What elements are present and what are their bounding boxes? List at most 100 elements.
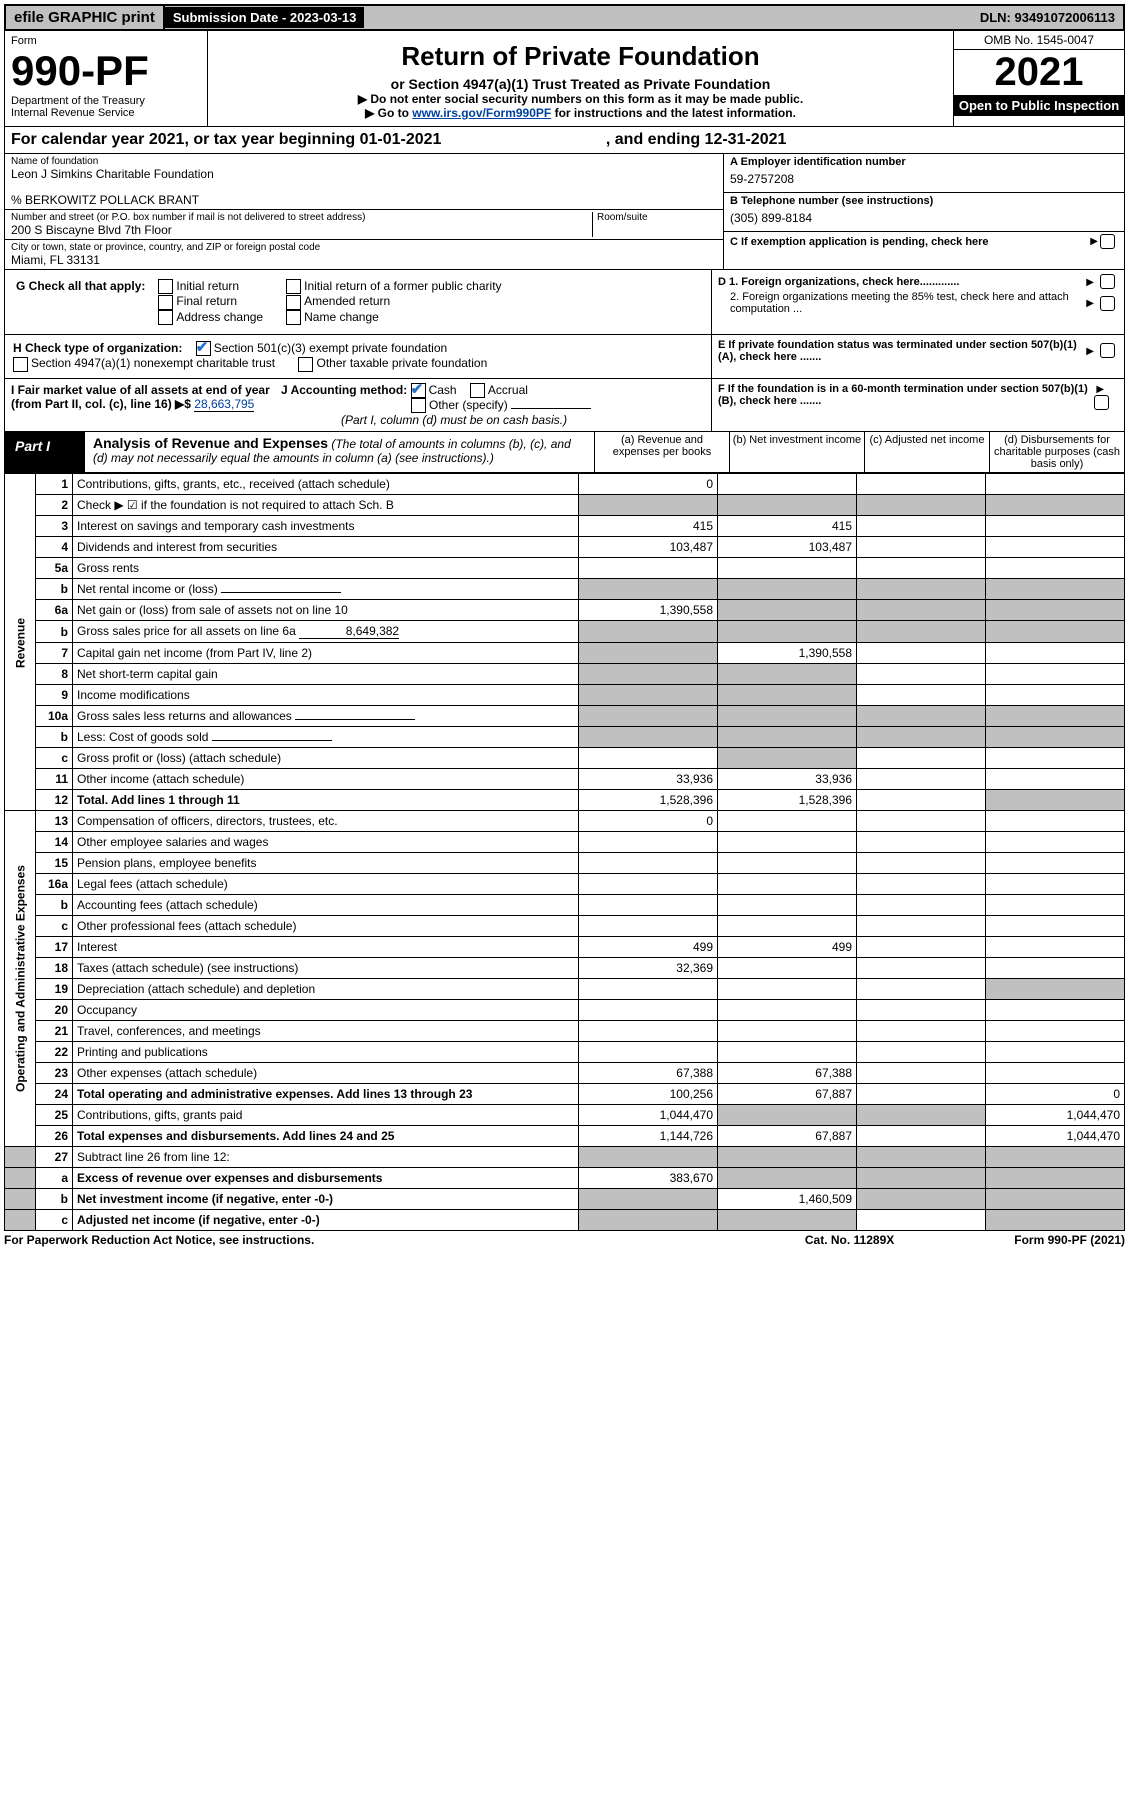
cb-501c3[interactable] (196, 341, 211, 356)
form990pf-link[interactable]: www.irs.gov/Form990PF (412, 106, 551, 120)
cell-b (718, 979, 857, 1000)
fmv-link[interactable]: 28,663,795 (194, 397, 254, 412)
cell-c (857, 853, 986, 874)
e-checkbox[interactable] (1100, 343, 1115, 358)
care-of: % BERKOWITZ POLLACK BRANT (11, 193, 717, 207)
line-number: 8 (36, 664, 73, 685)
cell-d: 0 (986, 1084, 1125, 1105)
cb-final-return[interactable] (158, 295, 173, 310)
col-b-header: (b) Net investment income (729, 432, 864, 472)
line-number: 7 (36, 643, 73, 664)
cell-d (986, 1063, 1125, 1084)
part1-header: Part I Analysis of Revenue and Expenses … (4, 432, 1125, 473)
cell-b (718, 664, 857, 685)
cell-d (986, 979, 1125, 1000)
cell-b (718, 621, 857, 643)
d1-checkbox[interactable] (1100, 274, 1115, 289)
cell-b (718, 811, 857, 832)
cell-a (579, 579, 718, 600)
line-description: Contributions, gifts, grants, etc., rece… (73, 474, 579, 495)
cell-d (986, 811, 1125, 832)
d2-checkbox[interactable] (1100, 296, 1115, 311)
line-description: Pension plans, employee benefits (73, 853, 579, 874)
cell-a (579, 558, 718, 579)
cell-a (579, 874, 718, 895)
cell-c (857, 832, 986, 853)
line-description: Other professional fees (attach schedule… (73, 916, 579, 937)
cb-initial-former[interactable] (286, 279, 301, 294)
cell-a (579, 895, 718, 916)
cell-c (857, 790, 986, 811)
note-link: ▶ Go to www.irs.gov/Form990PF for instru… (228, 106, 933, 120)
checks-h-e: H Check type of organization: Section 50… (4, 335, 1125, 379)
cell-b (718, 558, 857, 579)
header-right: OMB No. 1545-0047 2021 Open to Public In… (953, 31, 1124, 126)
cell-c (857, 600, 986, 621)
line-number: 2 (36, 495, 73, 516)
efile-tag[interactable]: efile GRAPHIC print (6, 6, 165, 29)
table-row: 23Other expenses (attach schedule)67,388… (5, 1063, 1125, 1084)
part1-desc: Analysis of Revenue and Expenses (The to… (85, 432, 594, 472)
cell-a (579, 832, 718, 853)
cell-c (857, 685, 986, 706)
cell-b (718, 916, 857, 937)
tax-year: 2021 (954, 50, 1124, 95)
table-row: 10aGross sales less returns and allowanc… (5, 706, 1125, 727)
line-description: Gross rents (73, 558, 579, 579)
cell-b (718, 748, 857, 769)
table-row: 16aLegal fees (attach schedule) (5, 874, 1125, 895)
table-row: 5aGross rents (5, 558, 1125, 579)
line-number: 6a (36, 600, 73, 621)
table-row: 17Interest499499 (5, 937, 1125, 958)
table-row: Revenue1Contributions, gifts, grants, et… (5, 474, 1125, 495)
cell-c (857, 495, 986, 516)
line-description: Gross sales less returns and allowances (73, 706, 579, 727)
cell-b: 103,487 (718, 537, 857, 558)
line-description: Total. Add lines 1 through 11 (73, 790, 579, 811)
cb-4947a1[interactable] (13, 357, 28, 372)
c-checkbox[interactable] (1100, 234, 1115, 249)
cell-d (986, 916, 1125, 937)
note-ssn: ▶ Do not enter social security numbers o… (228, 92, 933, 106)
cell-c (857, 621, 986, 643)
table-row: 25Contributions, gifts, grants paid1,044… (5, 1105, 1125, 1126)
table-row: 14Other employee salaries and wages (5, 832, 1125, 853)
cell-b: 33,936 (718, 769, 857, 790)
cell-c (857, 874, 986, 895)
cb-initial-return[interactable] (158, 279, 173, 294)
cell-a: 1,528,396 (579, 790, 718, 811)
cb-other-taxable[interactable] (298, 357, 313, 372)
table-row: 27Subtract line 26 from line 12: (5, 1147, 1125, 1168)
f-checkbox[interactable] (1094, 395, 1109, 410)
cb-name-change[interactable] (286, 310, 301, 325)
line-number: 25 (36, 1105, 73, 1126)
line-number: b (36, 579, 73, 600)
cell-a: 415 (579, 516, 718, 537)
line-number: 18 (36, 958, 73, 979)
cb-amended-return[interactable] (286, 295, 301, 310)
cell-c (857, 727, 986, 748)
ein: 59-2757208 (730, 168, 1118, 190)
cb-accrual[interactable] (470, 383, 485, 398)
cell-a: 1,144,726 (579, 1126, 718, 1147)
cell-b (718, 1105, 857, 1126)
cell-a: 0 (579, 474, 718, 495)
form-subtitle: or Section 4947(a)(1) Trust Treated as P… (228, 76, 933, 92)
cell-c (857, 643, 986, 664)
cb-cash[interactable] (411, 383, 426, 398)
d2-label: 2. Foreign organizations meeting the 85%… (718, 291, 1084, 315)
omb-number: OMB No. 1545-0047 (954, 31, 1124, 50)
page-footer: For Paperwork Reduction Act Notice, see … (4, 1231, 1125, 1249)
cb-other[interactable] (411, 398, 426, 413)
table-row: aExcess of revenue over expenses and dis… (5, 1168, 1125, 1189)
line-description: Capital gain net income (from Part IV, l… (73, 643, 579, 664)
line-description: Gross sales price for all assets on line… (73, 621, 579, 643)
table-row: bAccounting fees (attach schedule) (5, 895, 1125, 916)
line-description: Net short-term capital gain (73, 664, 579, 685)
table-row: 9Income modifications (5, 685, 1125, 706)
cell-a: 33,936 (579, 769, 718, 790)
line-description: Dividends and interest from securities (73, 537, 579, 558)
cell-a (579, 643, 718, 664)
cb-address-change[interactable] (158, 310, 173, 325)
cell-b: 415 (718, 516, 857, 537)
